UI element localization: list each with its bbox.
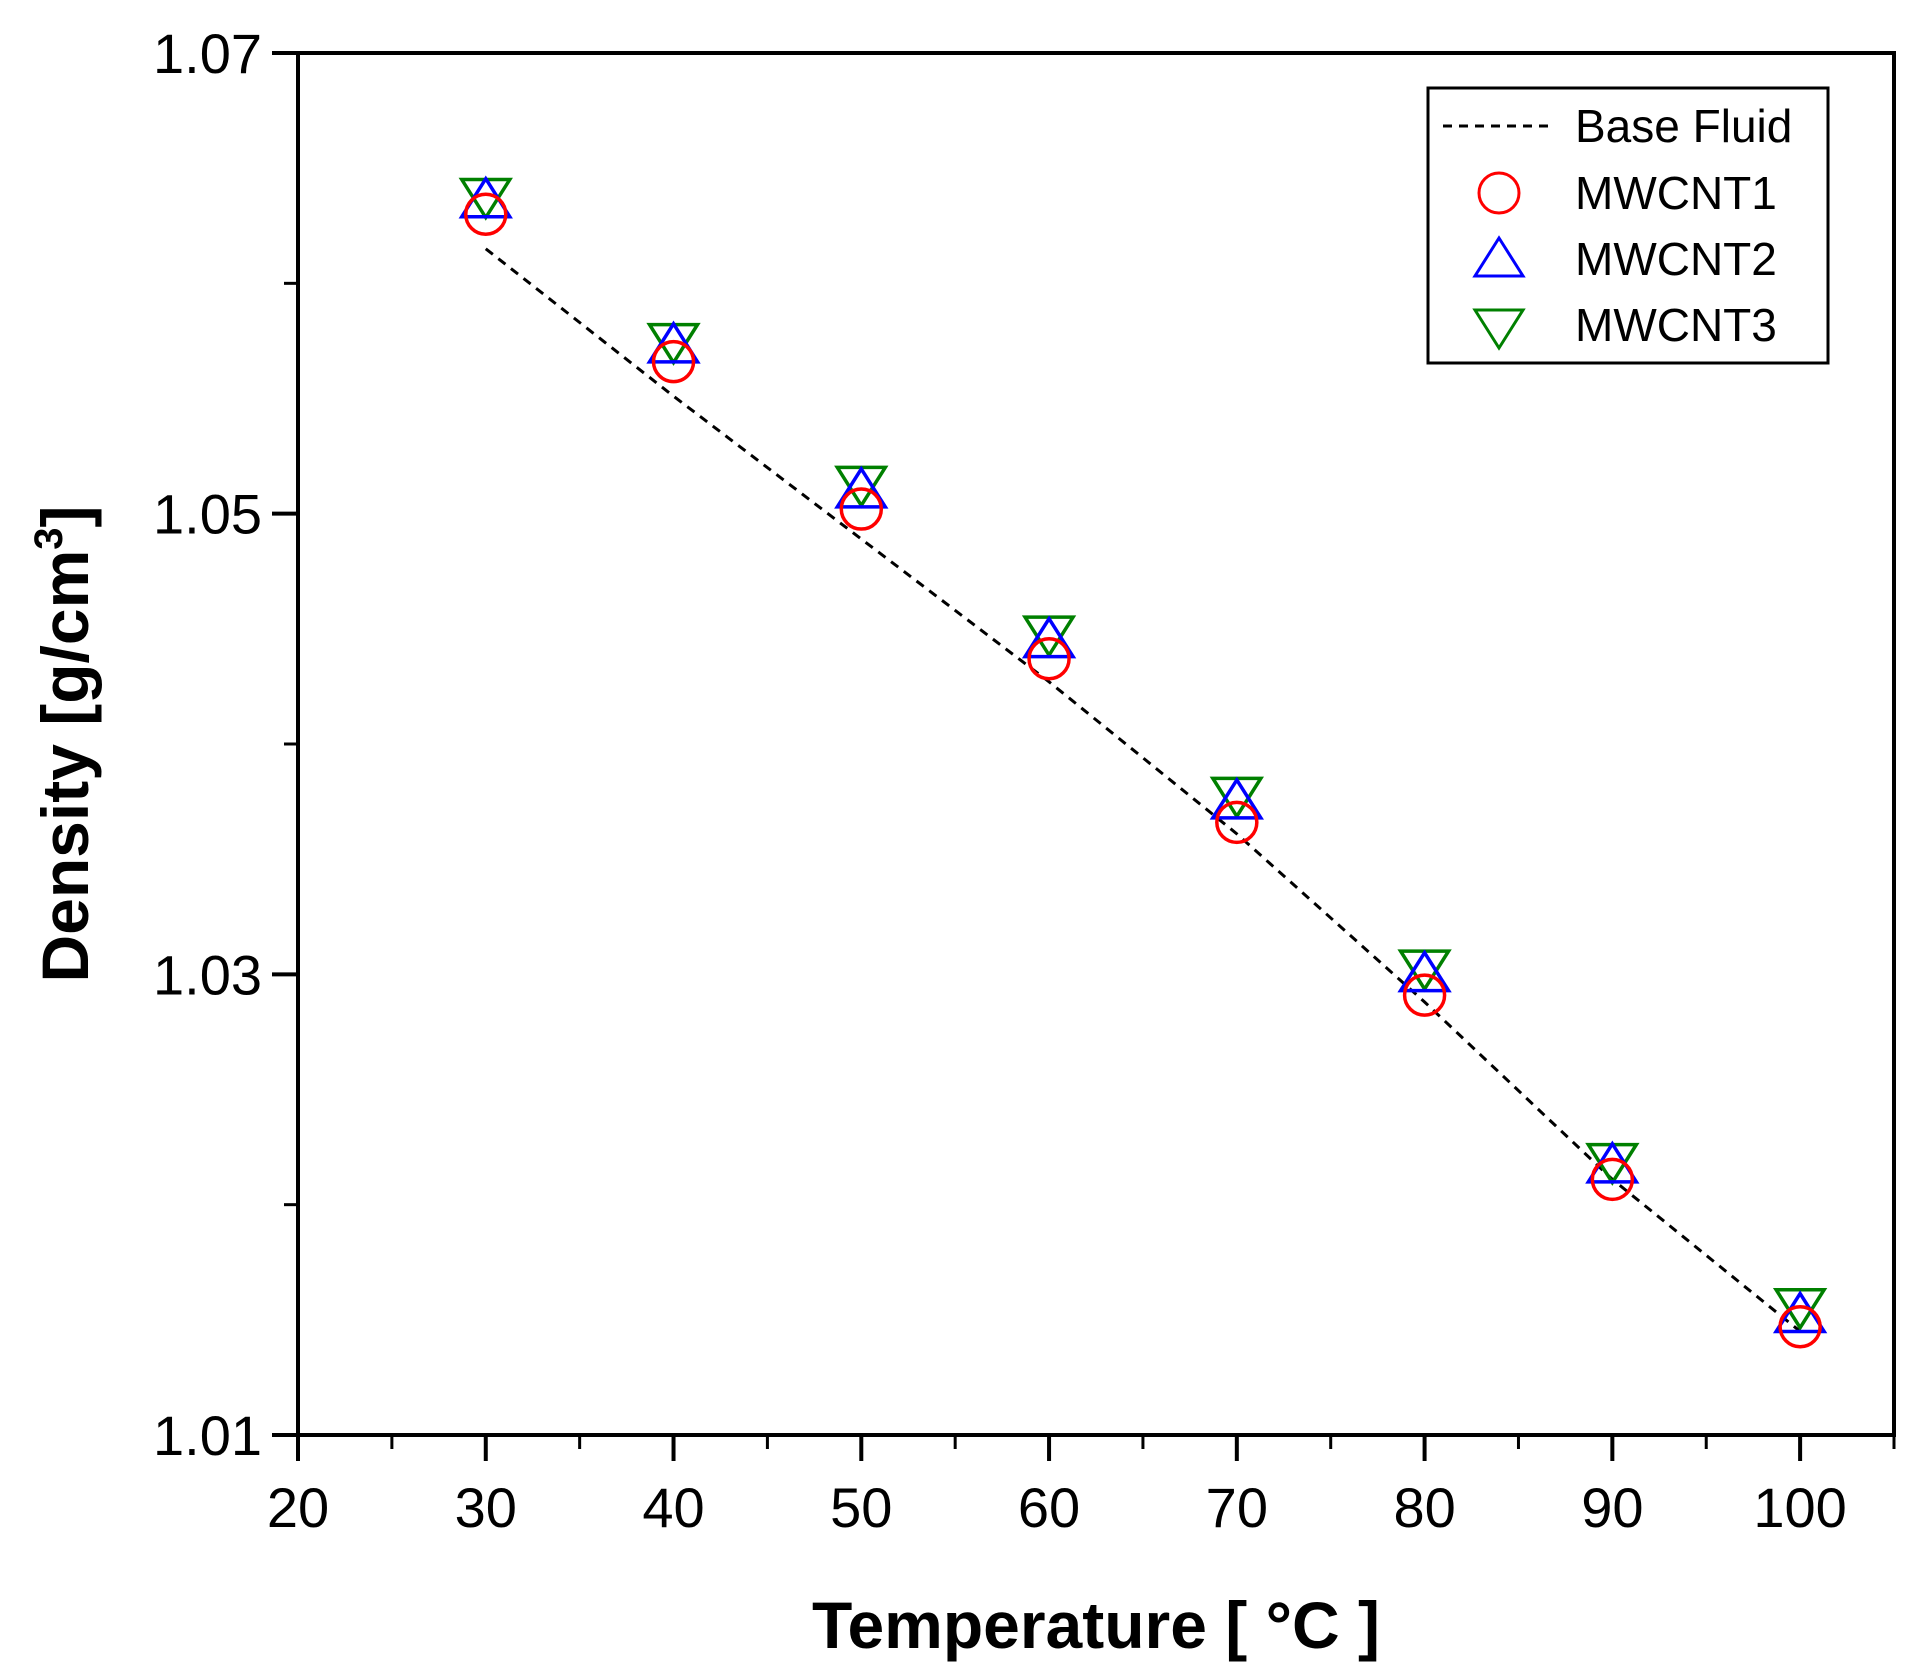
mwcnt1-point <box>464 192 508 236</box>
y-axis-title: Density [g/cm3] <box>27 505 102 982</box>
mwcnt2-point <box>1209 776 1264 820</box>
x-tick-label: 20 <box>267 1476 329 1539</box>
mwcnt3-point <box>458 177 513 221</box>
marker-series <box>458 175 1828 1349</box>
y-tick-label: 1.05 <box>153 483 262 546</box>
mwcnt2-point <box>458 175 513 219</box>
x-tick-label: 30 <box>455 1476 517 1539</box>
base-fluid-series <box>484 247 1802 1333</box>
base-fluid-line <box>484 247 1802 1333</box>
x-tick-label: 90 <box>1581 1476 1643 1539</box>
x-tick-label: 40 <box>642 1476 704 1539</box>
legend-swatch-mwcnt2 <box>1472 235 1526 278</box>
legend-box <box>1426 86 1830 365</box>
axis-ticks: 20 30 40 50 60 70 80 90 100 1.01 1.03 1.05 1.07 <box>153 22 1896 1539</box>
mwcnt1-point <box>1590 1157 1635 1202</box>
mwcnt3-point <box>1585 1142 1640 1186</box>
y-tick-label: 1.07 <box>153 22 262 85</box>
y-axis-title-close: ] <box>28 505 102 527</box>
mwcnt2-point <box>834 465 889 509</box>
legend: Base Fluid MWCNT1 MWCNT2 MWCNT3 <box>1426 86 1830 365</box>
mwcnt1-point <box>1402 973 1447 1017</box>
x-tick-label: 50 <box>830 1476 892 1539</box>
y-tick-label: 1.01 <box>153 1404 262 1467</box>
mwcnt1-point <box>651 339 696 384</box>
mwcnt1-point <box>1027 637 1071 681</box>
mwcnt1-point <box>839 487 884 531</box>
mwcnt3-point <box>646 322 701 366</box>
legend-label-mwcnt1: MWCNT1 <box>1575 167 1777 219</box>
mwcnt1-point <box>1215 800 1259 845</box>
x-tick-label: 70 <box>1206 1476 1268 1539</box>
mwcnt1-point <box>1778 1304 1822 1349</box>
y-axis-title-sup: 3 <box>27 527 71 549</box>
legend-label-base-fluid: Base Fluid <box>1575 100 1792 152</box>
mwcnt2-point <box>646 320 701 364</box>
legend-label-mwcnt2: MWCNT2 <box>1575 233 1777 285</box>
legend-label-mwcnt3: MWCNT3 <box>1575 299 1777 351</box>
mwcnt2-point <box>1021 615 1077 659</box>
y-axis-title-main: Density [g/cm <box>28 550 102 983</box>
y-tick-label: 1.03 <box>153 943 262 1006</box>
mwcnt2-point <box>1397 949 1452 993</box>
legend-swatch-mwcnt1 <box>1477 171 1521 215</box>
legend-swatch-mwcnt3 <box>1472 308 1526 351</box>
mwcnt2-point <box>1585 1140 1640 1184</box>
x-tick-label: 80 <box>1393 1476 1455 1539</box>
x-axis-title: Temperature [ °C ] <box>812 1588 1380 1662</box>
x-tick-label: 60 <box>1018 1476 1080 1539</box>
x-tick-label: 100 <box>1753 1476 1846 1539</box>
